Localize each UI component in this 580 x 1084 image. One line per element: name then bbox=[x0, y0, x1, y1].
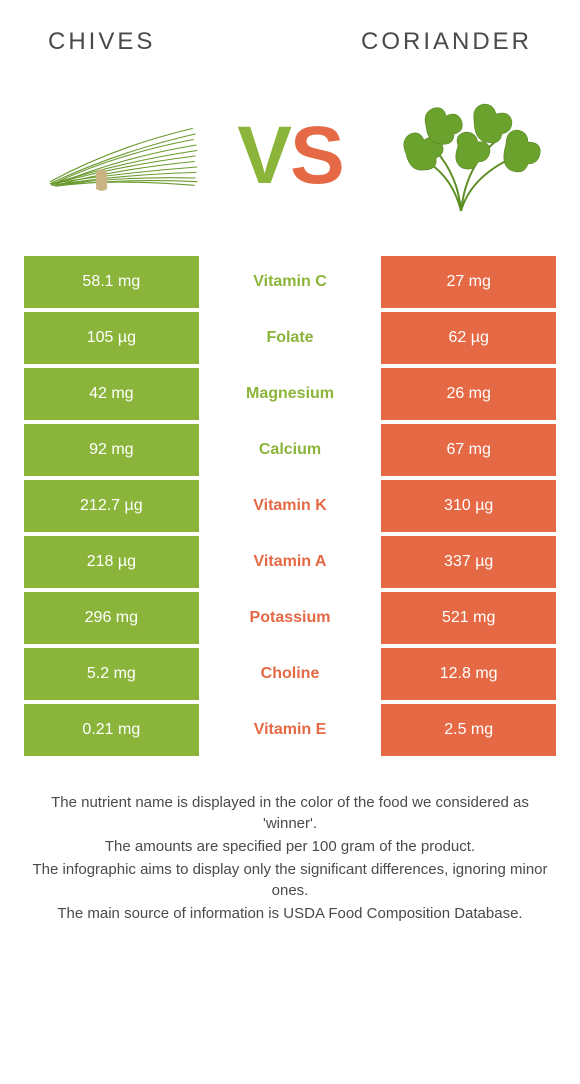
coriander-illustration bbox=[366, 96, 556, 216]
value-left: 105 µg bbox=[24, 312, 199, 364]
table-row: 0.21 mgVitamin E2.5 mg bbox=[24, 704, 556, 756]
table-row: 105 µgFolate62 µg bbox=[24, 312, 556, 364]
value-right: 26 mg bbox=[381, 368, 556, 420]
vs-row: V S bbox=[0, 66, 580, 256]
nutrient-name: Folate bbox=[203, 312, 378, 364]
value-left: 58.1 mg bbox=[24, 256, 199, 308]
table-row: 218 µgVitamin A337 µg bbox=[24, 536, 556, 588]
vs-label: V S bbox=[237, 109, 342, 203]
title-left: Chives bbox=[48, 28, 155, 56]
nutrient-name: Vitamin C bbox=[203, 256, 378, 308]
table-row: 58.1 mgVitamin C27 mg bbox=[24, 256, 556, 308]
nutrient-name: Choline bbox=[203, 648, 378, 700]
nutrient-name: Vitamin E bbox=[203, 704, 378, 756]
value-left: 296 mg bbox=[24, 592, 199, 644]
table-row: 5.2 mgCholine12.8 mg bbox=[24, 648, 556, 700]
table-row: 92 mgCalcium67 mg bbox=[24, 424, 556, 476]
table-row: 212.7 µgVitamin K310 µg bbox=[24, 480, 556, 532]
header: Chives Coriander bbox=[0, 0, 580, 66]
value-right: 62 µg bbox=[381, 312, 556, 364]
value-right: 12.8 mg bbox=[381, 648, 556, 700]
nutrient-name: Calcium bbox=[203, 424, 378, 476]
value-right: 2.5 mg bbox=[381, 704, 556, 756]
value-left: 42 mg bbox=[24, 368, 199, 420]
value-right: 67 mg bbox=[381, 424, 556, 476]
value-left: 92 mg bbox=[24, 424, 199, 476]
nutrient-name: Vitamin A bbox=[203, 536, 378, 588]
vs-s: S bbox=[290, 109, 343, 203]
value-right: 27 mg bbox=[381, 256, 556, 308]
value-left: 212.7 µg bbox=[24, 480, 199, 532]
footer-line: The nutrient name is displayed in the co… bbox=[22, 792, 558, 834]
value-right: 337 µg bbox=[381, 536, 556, 588]
footer-notes: The nutrient name is displayed in the co… bbox=[0, 756, 580, 924]
nutrient-name: Potassium bbox=[203, 592, 378, 644]
value-left: 218 µg bbox=[24, 536, 199, 588]
nutrient-table: 58.1 mgVitamin C27 mg105 µgFolate62 µg42… bbox=[0, 256, 580, 756]
value-left: 0.21 mg bbox=[24, 704, 199, 756]
title-right: Coriander bbox=[361, 28, 532, 56]
value-right: 310 µg bbox=[381, 480, 556, 532]
footer-line: The infographic aims to display only the… bbox=[22, 859, 558, 901]
value-right: 521 mg bbox=[381, 592, 556, 644]
footer-line: The amounts are specified per 100 gram o… bbox=[22, 836, 558, 857]
nutrient-name: Vitamin K bbox=[203, 480, 378, 532]
table-row: 42 mgMagnesium26 mg bbox=[24, 368, 556, 420]
table-row: 296 mgPotassium521 mg bbox=[24, 592, 556, 644]
footer-line: The main source of information is USDA F… bbox=[22, 903, 558, 924]
vs-v: V bbox=[237, 109, 290, 203]
nutrient-name: Magnesium bbox=[203, 368, 378, 420]
value-left: 5.2 mg bbox=[24, 648, 199, 700]
chives-illustration bbox=[24, 96, 214, 216]
